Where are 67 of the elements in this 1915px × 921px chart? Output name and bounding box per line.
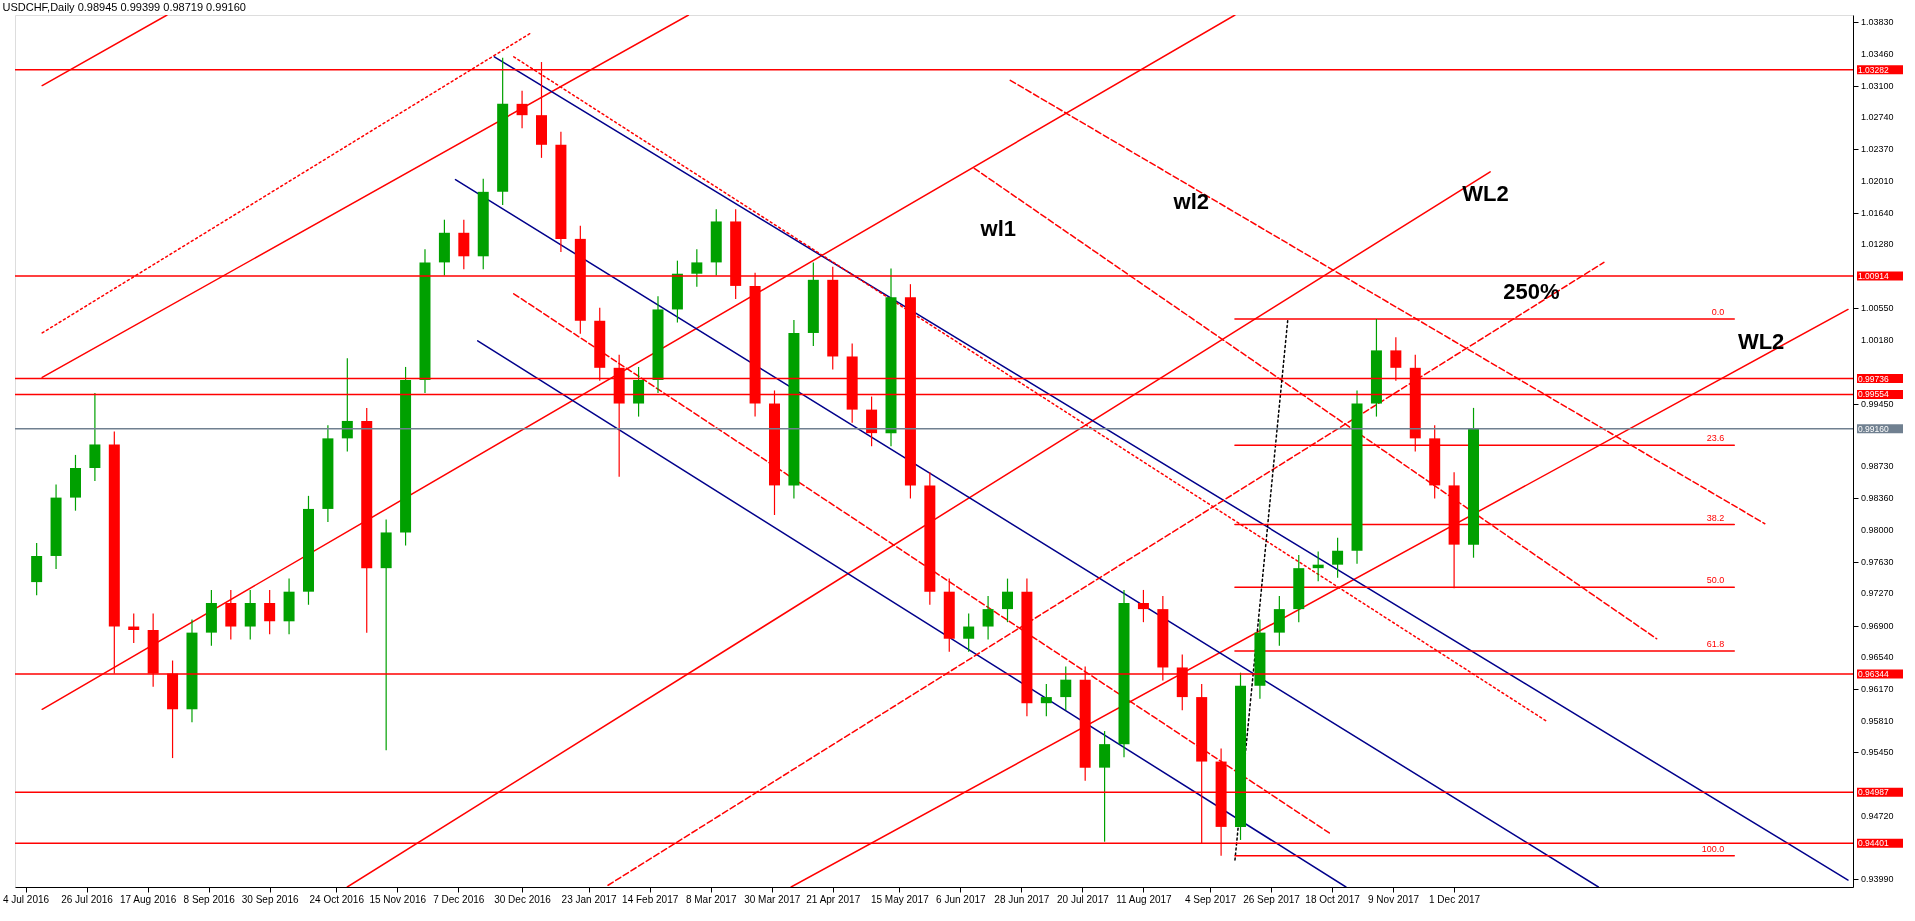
ref-line-label: 0.96344: [1858, 669, 1889, 680]
x-tick-label: 15 Nov 2016: [369, 893, 427, 905]
x-tick-label: 6 Jun 2017: [936, 893, 987, 905]
y-tick-label: 1.03460: [1861, 49, 1894, 60]
chart-title: USDCHF,Daily 0.98945 0.99399 0.98719 0.99160: [2, 1, 246, 13]
y-tick-label: 0.96540: [1861, 652, 1894, 663]
y-tick-label: 0.96170: [1861, 684, 1894, 695]
y-tick-label: 0.99450: [1861, 398, 1894, 409]
series-label: 50.0: [1706, 575, 1725, 586]
ref-line-label: 1.03282: [1858, 64, 1889, 75]
annotation: 250%: [1503, 279, 1560, 305]
y-tick-label: 1.02010: [1861, 175, 1894, 186]
y-tick-label: 0.95810: [1861, 715, 1894, 726]
y-tick-label: 0.98730: [1861, 461, 1894, 472]
annotation: wl1: [979, 215, 1017, 241]
y-tick-label: 1.03830: [1861, 16, 1894, 27]
ref-line-label: 0.94987: [1858, 787, 1889, 798]
x-tick-label: 17 Aug 2016: [120, 893, 177, 905]
y-tick-label: 0.93990: [1861, 874, 1894, 885]
y-tick-label: 1.00180: [1861, 334, 1894, 345]
y-tick-label: 1.01280: [1861, 239, 1894, 250]
y-tick-label: 0.95450: [1861, 746, 1894, 757]
x-tick-label: 15 May 2017: [870, 893, 930, 905]
x-tick-label: 8 Sep 2016: [183, 893, 236, 905]
x-tick-label: 20 Jul 2017: [1057, 893, 1110, 905]
ref-line-label: 0.94401: [1858, 838, 1889, 849]
ref-line-label: 0.99736: [1858, 373, 1889, 384]
y-tick-label: 1.01640: [1861, 207, 1894, 218]
x-tick-label: 7 Dec 2016: [433, 893, 485, 905]
series-label: 100.0: [1701, 843, 1725, 854]
y-tick-label: 1.00550: [1861, 302, 1894, 313]
series-label: 61.8: [1706, 638, 1725, 649]
y-tick-label: 0.97630: [1861, 557, 1894, 568]
x-tick-label: 30 Mar 2017: [744, 893, 801, 905]
y-tick-label: 0.97270: [1861, 588, 1894, 599]
x-tick-label: 26 Jul 2016: [61, 893, 114, 905]
x-tick-label: 26 Sep 2017: [1243, 893, 1301, 905]
x-tick-label: 1 Dec 2017: [1429, 893, 1481, 905]
x-tick-label: 28 Jun 2017: [994, 893, 1050, 905]
y-tick-label: 1.02740: [1861, 111, 1894, 122]
series-label: 23.6: [1706, 433, 1725, 444]
x-tick-label: 14 Feb 2017: [622, 893, 679, 905]
ref-line-label: 0.99160: [1858, 423, 1889, 434]
series-label: 38.2: [1706, 512, 1725, 523]
x-tick-label: 11 Aug 2017: [1116, 893, 1173, 905]
x-tick-label: 21 Apr 2017: [806, 893, 861, 905]
x-tick-label: 18 Oct 2017: [1305, 893, 1361, 905]
ref-line-label: 1.00914: [1858, 270, 1889, 281]
x-tick-label: 4 Jul 2016: [2, 893, 50, 905]
y-tick-label: 1.03100: [1861, 80, 1894, 91]
ref-line-label: 0.99554: [1858, 389, 1889, 400]
x-tick-label: 4 Sep 2017: [1184, 893, 1237, 905]
x-tick-label: 23 Jan 2017: [561, 893, 618, 905]
y-tick-label: 1.02370: [1861, 144, 1894, 155]
x-tick-label: 8 Mar 2017: [685, 893, 737, 905]
series-label: 0.0: [1711, 307, 1725, 318]
y-tick-label: 0.98000: [1861, 524, 1894, 535]
annotation: WL2: [1462, 180, 1509, 206]
x-tick-label: 30 Sep 2016: [241, 893, 299, 905]
annotation: wl2: [1172, 189, 1210, 215]
y-tick-label: 0.96900: [1861, 620, 1894, 631]
x-tick-label: 9 Nov 2017: [1368, 893, 1420, 905]
x-tick-label: 30 Dec 2016: [494, 893, 552, 905]
annotation: WL2: [1737, 329, 1785, 354]
y-tick-label: 0.98360: [1861, 493, 1894, 504]
x-tick-label: 24 Oct 2016: [309, 893, 365, 905]
y-tick-label: 0.94720: [1861, 810, 1894, 821]
